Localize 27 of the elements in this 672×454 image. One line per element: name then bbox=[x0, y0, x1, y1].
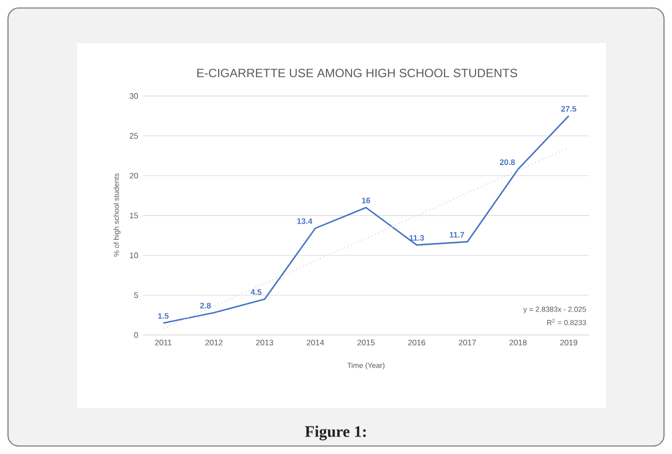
data-label: 27.5 bbox=[561, 106, 576, 112]
y-tick-label: 10 bbox=[130, 252, 138, 258]
x-tick-label: 2012 bbox=[205, 340, 222, 346]
y-tick-label: 25 bbox=[130, 133, 138, 139]
x-tick-label: 2011 bbox=[155, 340, 172, 346]
x-tick-label: 2013 bbox=[256, 340, 274, 346]
x-tick-label: 2018 bbox=[510, 340, 527, 346]
data-label: 1.5 bbox=[158, 313, 169, 319]
y-tick-label: 5 bbox=[134, 292, 138, 298]
data-label: 11.7 bbox=[450, 232, 464, 238]
x-tick-label: 2017 bbox=[458, 340, 476, 346]
data-label: 20.8 bbox=[500, 159, 515, 166]
data-label: 4.5 bbox=[250, 289, 262, 295]
x-tick-label: 2016 bbox=[408, 340, 426, 346]
y-tick-label: 20 bbox=[130, 172, 138, 179]
data-label: 2.8 bbox=[200, 302, 211, 308]
chart-title: E-CIGARRETTE USE AMONG HIGH SCHOOL STUDENTS bbox=[197, 68, 518, 78]
data-label: 16 bbox=[362, 198, 370, 204]
y-tick-label: 0 bbox=[134, 332, 138, 338]
data-label: 11.3 bbox=[410, 235, 424, 241]
x-tick-label: 2015 bbox=[357, 340, 375, 346]
x-tick-label: 2014 bbox=[306, 340, 324, 346]
y-tick-label: 30 bbox=[130, 93, 138, 99]
x-tick-label: 2019 bbox=[560, 340, 578, 346]
caption: Figure 1: bbox=[305, 426, 366, 440]
data-label: 13.4 bbox=[297, 218, 312, 224]
y-tick-label: 15 bbox=[130, 212, 138, 218]
